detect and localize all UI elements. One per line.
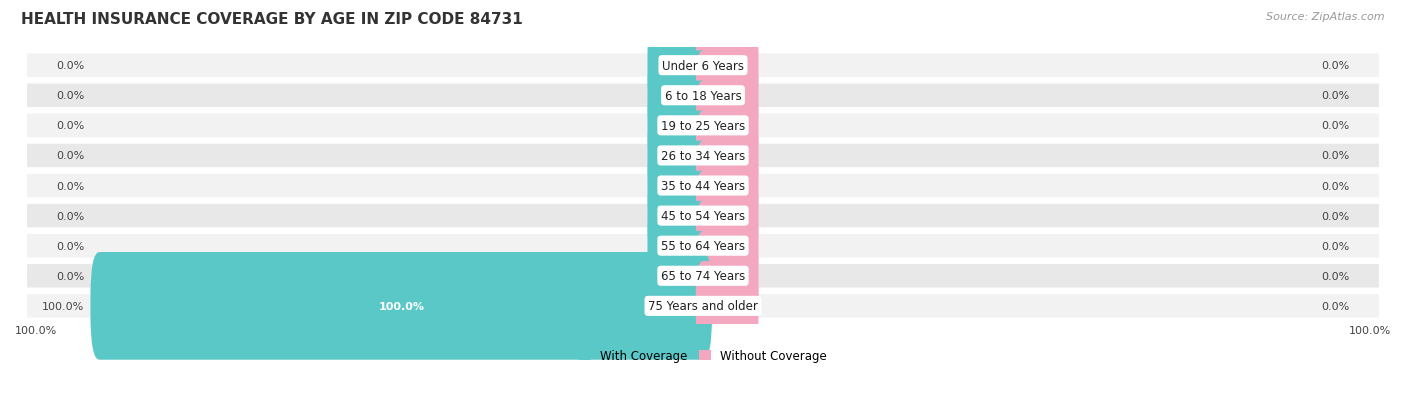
FancyBboxPatch shape	[648, 231, 710, 321]
Text: 0.0%: 0.0%	[56, 211, 84, 221]
FancyBboxPatch shape	[696, 51, 758, 141]
Text: Under 6 Years: Under 6 Years	[662, 59, 744, 73]
Text: 45 to 54 Years: 45 to 54 Years	[661, 210, 745, 223]
FancyBboxPatch shape	[696, 171, 758, 261]
Text: 35 to 44 Years: 35 to 44 Years	[661, 180, 745, 192]
Text: 0.0%: 0.0%	[1322, 151, 1350, 161]
Text: 0.0%: 0.0%	[56, 151, 84, 161]
Text: 0.0%: 0.0%	[56, 61, 84, 71]
FancyBboxPatch shape	[696, 202, 758, 291]
FancyBboxPatch shape	[27, 294, 1379, 318]
Text: 55 to 64 Years: 55 to 64 Years	[661, 240, 745, 253]
FancyBboxPatch shape	[696, 141, 758, 231]
Text: 19 to 25 Years: 19 to 25 Years	[661, 119, 745, 133]
Text: 0.0%: 0.0%	[1322, 241, 1350, 251]
Text: 0.0%: 0.0%	[56, 271, 84, 281]
FancyBboxPatch shape	[648, 81, 710, 171]
FancyBboxPatch shape	[27, 174, 1379, 198]
FancyBboxPatch shape	[696, 81, 758, 171]
FancyBboxPatch shape	[27, 114, 1379, 138]
Text: 100.0%: 100.0%	[1348, 325, 1391, 335]
FancyBboxPatch shape	[27, 54, 1379, 78]
Text: 0.0%: 0.0%	[1322, 91, 1350, 101]
Text: 0.0%: 0.0%	[1322, 181, 1350, 191]
FancyBboxPatch shape	[27, 235, 1379, 258]
FancyBboxPatch shape	[648, 141, 710, 231]
Text: 100.0%: 100.0%	[15, 325, 58, 335]
Text: 0.0%: 0.0%	[56, 181, 84, 191]
FancyBboxPatch shape	[648, 171, 710, 261]
Text: 65 to 74 Years: 65 to 74 Years	[661, 270, 745, 282]
FancyBboxPatch shape	[27, 84, 1379, 108]
FancyBboxPatch shape	[696, 112, 758, 201]
Text: HEALTH INSURANCE COVERAGE BY AGE IN ZIP CODE 84731: HEALTH INSURANCE COVERAGE BY AGE IN ZIP …	[21, 12, 523, 27]
FancyBboxPatch shape	[27, 145, 1379, 168]
Text: 0.0%: 0.0%	[56, 241, 84, 251]
FancyBboxPatch shape	[648, 112, 710, 201]
Text: 0.0%: 0.0%	[1322, 211, 1350, 221]
FancyBboxPatch shape	[696, 261, 758, 351]
Text: 100.0%: 100.0%	[42, 301, 84, 311]
Text: 0.0%: 0.0%	[1322, 61, 1350, 71]
FancyBboxPatch shape	[648, 202, 710, 291]
FancyBboxPatch shape	[90, 252, 711, 360]
Text: Source: ZipAtlas.com: Source: ZipAtlas.com	[1267, 12, 1385, 22]
Text: 0.0%: 0.0%	[56, 91, 84, 101]
Text: 0.0%: 0.0%	[1322, 301, 1350, 311]
FancyBboxPatch shape	[648, 21, 710, 111]
Text: 100.0%: 100.0%	[378, 301, 425, 311]
Text: 0.0%: 0.0%	[56, 121, 84, 131]
Text: 0.0%: 0.0%	[1322, 271, 1350, 281]
Text: 6 to 18 Years: 6 to 18 Years	[665, 90, 741, 102]
FancyBboxPatch shape	[27, 264, 1379, 288]
Text: 26 to 34 Years: 26 to 34 Years	[661, 150, 745, 163]
Text: 75 Years and older: 75 Years and older	[648, 300, 758, 313]
FancyBboxPatch shape	[648, 51, 710, 141]
Text: 0.0%: 0.0%	[1322, 121, 1350, 131]
FancyBboxPatch shape	[696, 231, 758, 321]
Legend: With Coverage, Without Coverage: With Coverage, Without Coverage	[579, 349, 827, 363]
FancyBboxPatch shape	[696, 21, 758, 111]
FancyBboxPatch shape	[27, 204, 1379, 228]
